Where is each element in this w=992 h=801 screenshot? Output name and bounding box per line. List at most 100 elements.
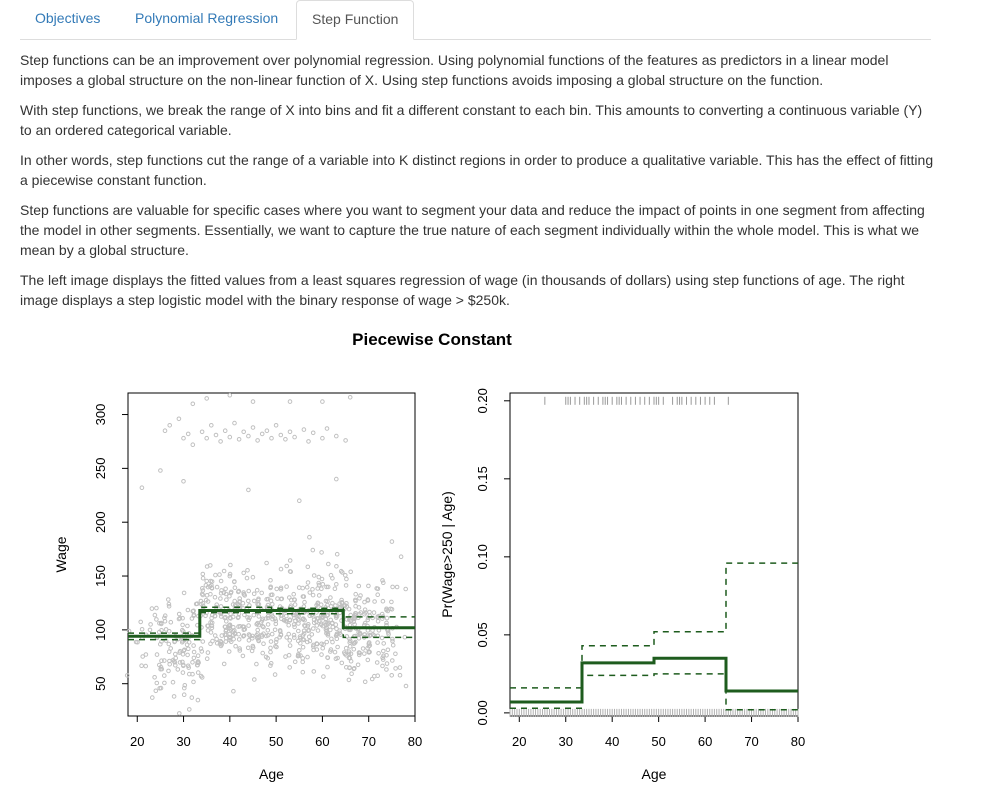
scatter-point	[261, 624, 266, 630]
scatter-point	[381, 580, 386, 586]
scatter-point	[310, 587, 315, 592]
scatter-point	[393, 651, 398, 657]
fitted-step-line	[510, 656, 798, 704]
scatter-point	[357, 631, 363, 637]
scatter-point	[167, 661, 172, 667]
scatter-point	[351, 616, 357, 621]
scatter-point	[260, 624, 265, 629]
scatter-point	[162, 680, 167, 686]
scatter-point	[302, 623, 308, 629]
scatter-point	[324, 639, 330, 645]
scatter-point	[310, 430, 316, 436]
scatter-point	[205, 628, 211, 633]
scatter-point	[154, 680, 160, 686]
scatter-point	[376, 651, 381, 656]
scatter-point	[389, 539, 395, 544]
scatter-point	[177, 615, 183, 621]
tab-objectives[interactable]: Objectives	[35, 10, 101, 26]
scatter-point	[305, 580, 311, 585]
scatter-point	[205, 650, 211, 655]
scatter-point	[173, 651, 178, 657]
scatter-point	[228, 639, 234, 645]
scatter-point	[241, 570, 246, 576]
tab-step-function[interactable]: Step Function	[296, 0, 415, 40]
scatter-point	[337, 628, 342, 634]
scatter-point	[398, 554, 404, 560]
scatter-point	[311, 642, 316, 648]
scatter-point	[324, 613, 330, 618]
scatter-point	[389, 673, 395, 678]
scatter-point	[295, 616, 301, 622]
scatter-point	[343, 583, 349, 588]
scatter-point	[250, 574, 256, 580]
y-tick-label: 250	[93, 458, 108, 480]
scatter-point	[349, 671, 354, 677]
scatter-point	[219, 633, 225, 638]
scatter-point	[195, 660, 201, 665]
scatter-point	[325, 612, 331, 618]
scatter-point	[213, 432, 219, 438]
scatter-point	[325, 664, 330, 670]
scatter-point	[372, 673, 377, 679]
tab-polynomial-regression[interactable]: Polynomial Regression	[135, 10, 279, 26]
scatter-point	[190, 401, 196, 407]
scatter-point	[274, 637, 279, 642]
x-tick-label: 20	[130, 734, 144, 749]
scatter-point	[277, 634, 283, 640]
scatter-point	[241, 429, 246, 435]
scatter-point	[223, 586, 228, 592]
scatter-point	[328, 595, 333, 600]
scatter-point	[209, 625, 215, 631]
scatter-point	[334, 433, 339, 439]
scatter-point	[292, 659, 298, 665]
scatter-point	[177, 648, 183, 654]
scatter-point	[283, 437, 288, 442]
scatter-point	[159, 666, 165, 672]
scatter-point	[187, 707, 192, 712]
scatter-point	[236, 637, 242, 642]
scatter-point	[185, 623, 190, 629]
scatter-point	[333, 656, 339, 662]
scatter-point	[334, 564, 339, 569]
scatter-point	[236, 437, 242, 442]
scatter-point	[147, 627, 153, 633]
scatter-point	[227, 615, 233, 621]
scatter-point	[268, 598, 274, 604]
scatter-point	[362, 679, 368, 685]
scatter-point	[335, 644, 340, 650]
scatter-point	[240, 600, 246, 606]
scatter-point	[273, 621, 279, 627]
scatter-point	[203, 597, 209, 603]
scatter-point	[185, 431, 191, 437]
scatter-point	[227, 635, 232, 640]
scatter-point	[240, 653, 246, 659]
scatter-point	[218, 614, 224, 619]
scatter-point	[284, 613, 289, 619]
scatter-point	[287, 665, 293, 670]
scatter-point	[177, 711, 182, 716]
scatter-point	[201, 604, 206, 609]
scatter-point	[212, 613, 218, 619]
scatter-point	[268, 639, 274, 644]
scatter-point	[235, 615, 241, 621]
scatter-point	[221, 661, 227, 667]
scatter-point	[346, 606, 352, 612]
scatter-point	[287, 617, 293, 623]
scatter-point	[389, 607, 395, 612]
scatter-point	[300, 636, 306, 642]
y-tick-label: 0.10	[475, 544, 490, 569]
scatter-point	[347, 395, 353, 400]
scatter-point	[348, 638, 353, 644]
scatter-point	[191, 649, 197, 655]
scatter-point	[153, 688, 159, 694]
scatter-point	[339, 597, 344, 603]
scatter-point	[351, 646, 357, 652]
scatter-point	[367, 632, 373, 638]
scatter-point	[204, 578, 209, 584]
scatter-point	[227, 434, 233, 440]
scatter-point	[217, 572, 222, 577]
scatter-point	[315, 601, 321, 607]
scatter-point	[292, 434, 297, 440]
scatter-point	[355, 662, 361, 668]
scatter-point	[236, 631, 241, 637]
